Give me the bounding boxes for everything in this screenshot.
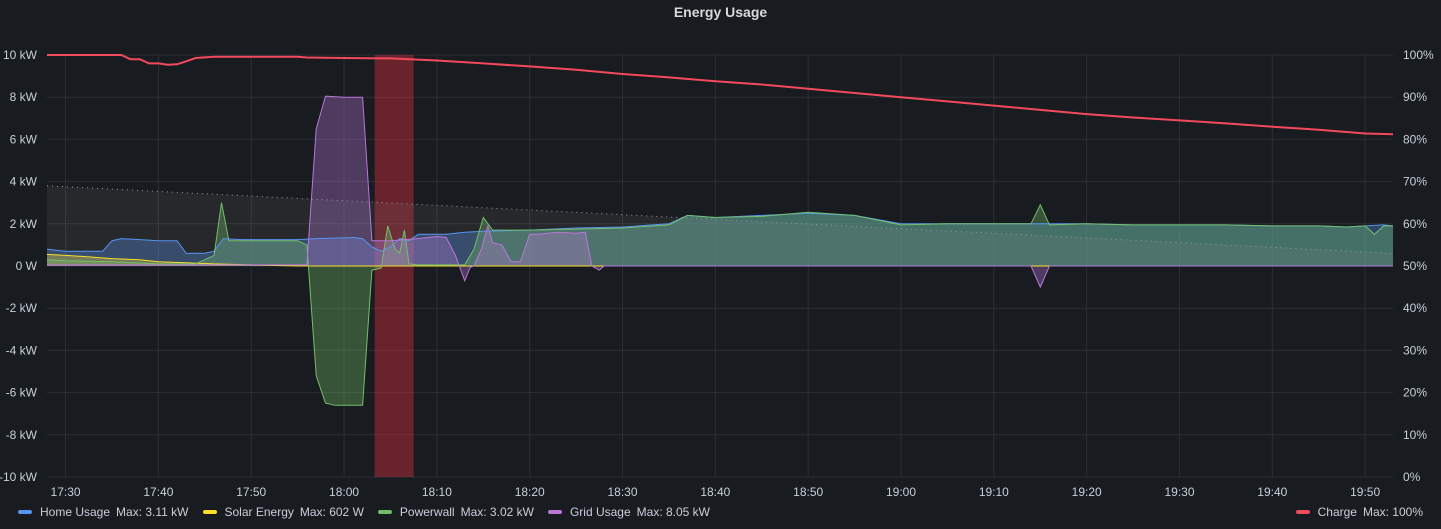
legend-item-powerwall[interactable]: Powerwall Max: 3.02 kW <box>377 505 534 519</box>
x-tick-label: 17:30 <box>51 485 81 499</box>
legend-series-max: Max: 100% <box>1362 505 1423 519</box>
y-right-tick-label: 90% <box>1403 90 1427 104</box>
x-axis-ticks: 17:1017:2017:3017:4017:5018:0018:1018:20… <box>51 485 1381 499</box>
x-tick-label: 17:50 <box>236 485 266 499</box>
legend-series-max: Max: 3.02 kW <box>460 505 534 519</box>
legend-swatch <box>547 510 562 514</box>
x-tick-label: 19:30 <box>1164 485 1194 499</box>
y-right-tick-label: 10% <box>1403 428 1427 442</box>
legend-series-name: Home Usage <box>40 505 111 519</box>
x-tick-label: 19:10 <box>979 485 1009 499</box>
legend-left: Home Usage Max: 3.11 kW Solar Energy Max: 6… <box>18 503 724 521</box>
series-areas <box>47 96 1393 406</box>
y-right-tick-label: 30% <box>1403 343 1427 357</box>
x-tick-label: 18:30 <box>608 485 638 499</box>
x-tick-label: 18:50 <box>793 485 823 499</box>
powerwall-line <box>46 202 1393 406</box>
right-axis-ticks: 100% 90% 80% 70% 60% 50% 40% 30% 20% 10% 0% <box>1403 48 1434 484</box>
x-tick-label: 18:20 <box>515 485 545 499</box>
legend-item-solar-energy[interactable]: Solar Energy Max: 602 W <box>202 505 364 519</box>
y-left-tick-label: -10 kW <box>0 470 38 484</box>
legend-series-max: Max: 3.11 kW <box>116 505 189 519</box>
legend-item-charge[interactable]: Charge Max: 100% <box>1295 505 1423 519</box>
legend-series-name: Solar Energy <box>224 505 294 519</box>
y-right-tick-label: 70% <box>1403 175 1427 189</box>
x-tick-label: 19:40 <box>1257 485 1287 499</box>
y-left-tick-label: -8 kW <box>6 428 38 442</box>
y-right-tick-label: 20% <box>1403 386 1427 400</box>
y-right-tick-label: 80% <box>1403 132 1427 146</box>
legend-series-max: Max: 8.05 kW <box>636 505 711 519</box>
y-left-tick-label: 8 kW <box>10 90 38 104</box>
panel-title: Energy Usage <box>673 4 768 20</box>
legend-swatch <box>1295 510 1310 514</box>
charge-line <box>47 54 1394 136</box>
legend-series-name: Grid Usage <box>569 505 631 519</box>
y-left-tick-label: 0 W <box>16 259 38 273</box>
legend-series-name: Powerwall <box>399 505 455 519</box>
x-tick-label: 18:00 <box>329 485 359 499</box>
y-left-tick-label: -6 kW <box>6 386 38 400</box>
legend-swatch <box>202 510 217 514</box>
legend-series-max: Max: 602 W <box>299 505 364 519</box>
y-right-tick-label: 100% <box>1403 48 1434 62</box>
series-lines <box>46 54 1394 406</box>
legend-right: Charge Max: 100% <box>1295 503 1423 521</box>
y-right-tick-label: 40% <box>1403 301 1427 315</box>
legend-series-name: Charge <box>1317 505 1357 519</box>
legend-item-home-usage[interactable]: Home Usage Max: 3.11 kW <box>18 505 189 519</box>
legend-swatch <box>18 510 32 514</box>
x-tick-label: 18:40 <box>700 485 730 499</box>
charge-projection-area <box>47 185 1393 266</box>
y-left-tick-label: 4 kW <box>10 175 38 189</box>
y-left-tick-label: 2 kW <box>10 217 38 231</box>
grid-usage-line <box>47 95 1393 289</box>
legend-swatch <box>377 510 392 514</box>
y-right-tick-label: 50% <box>1403 259 1427 273</box>
grid-lines <box>47 54 1393 478</box>
x-tick-label: 19:00 <box>886 485 916 499</box>
x-tick-label: 17:40 <box>143 485 173 499</box>
left-axis-ticks: 10 kW 8 kW 6 kW 4 kW 2 kW 0 W -2 kW -4 kW -6 kW -… <box>0 48 38 484</box>
y-left-tick-label: 6 kW <box>10 132 38 146</box>
y-left-tick-label: 10 kW <box>3 48 38 62</box>
x-tick-label: 18:10 <box>422 485 452 499</box>
x-tick-label: 19:20 <box>1072 485 1102 499</box>
legend-item-grid-usage[interactable]: Grid Usage Max: 8.05 kW <box>547 505 711 519</box>
y-right-tick-label: 60% <box>1403 217 1427 231</box>
y-left-tick-label: -2 kW <box>6 301 38 315</box>
y-right-tick-label: 0% <box>1403 470 1421 484</box>
grid-usage-area <box>47 96 1393 288</box>
x-tick-label: 19:50 <box>1350 485 1380 499</box>
y-left-tick-label: -4 kW <box>6 343 38 357</box>
